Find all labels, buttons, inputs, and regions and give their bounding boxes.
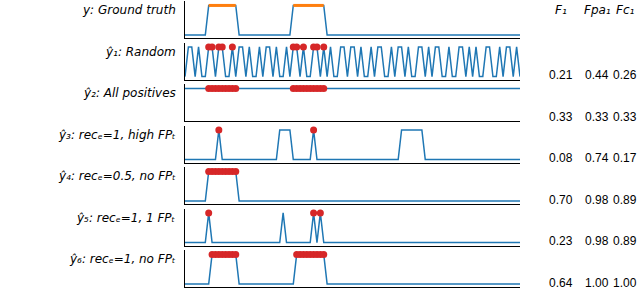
svg-text:0.89: 0.89 [613, 234, 637, 248]
svg-text:0.26: 0.26 [613, 68, 637, 82]
svg-text:ŷ₁: Random: ŷ₁: Random [105, 45, 176, 59]
svg-text:ŷ₅: recₑ=1, 1 FPₜ: ŷ₅: recₑ=1, 1 FPₜ [76, 211, 176, 225]
svg-text:0.70: 0.70 [549, 193, 573, 207]
svg-text:F₁: F₁ [555, 3, 567, 17]
svg-text:1.00: 1.00 [585, 276, 609, 290]
svg-text:y: Ground truth: y: Ground truth [82, 3, 176, 17]
svg-text:1.00: 1.00 [613, 276, 637, 290]
svg-text:ŷ₃: recₑ=1, high FPₜ: ŷ₃: recₑ=1, high FPₜ [58, 128, 176, 142]
svg-text:0.23: 0.23 [549, 234, 573, 248]
svg-text:0.08: 0.08 [549, 151, 573, 165]
svg-text:ŷ₆: recₑ=1, no FPₜ: ŷ₆: recₑ=1, no FPₜ [69, 252, 176, 266]
svg-text:0.89: 0.89 [613, 193, 637, 207]
svg-text:ŷ₄: recₑ=0.5, no FPₜ: ŷ₄: recₑ=0.5, no FPₜ [58, 169, 176, 183]
svg-text:Fpa₁: Fpa₁ [584, 3, 611, 17]
svg-text:0.44: 0.44 [585, 68, 609, 82]
svg-text:ŷ₂: All positives: ŷ₂: All positives [83, 86, 176, 100]
svg-text:0.17: 0.17 [613, 151, 637, 165]
svg-text:0.98: 0.98 [585, 234, 609, 248]
svg-text:0.21: 0.21 [549, 68, 573, 82]
svg-text:0.64: 0.64 [549, 276, 573, 290]
svg-text:0.98: 0.98 [585, 193, 609, 207]
svg-text:Fc₁: Fc₁ [616, 3, 635, 17]
svg-text:0.33: 0.33 [585, 110, 609, 124]
svg-text:0.74: 0.74 [585, 151, 609, 165]
svg-text:0.33: 0.33 [549, 110, 573, 124]
svg-text:0.33: 0.33 [613, 110, 637, 124]
